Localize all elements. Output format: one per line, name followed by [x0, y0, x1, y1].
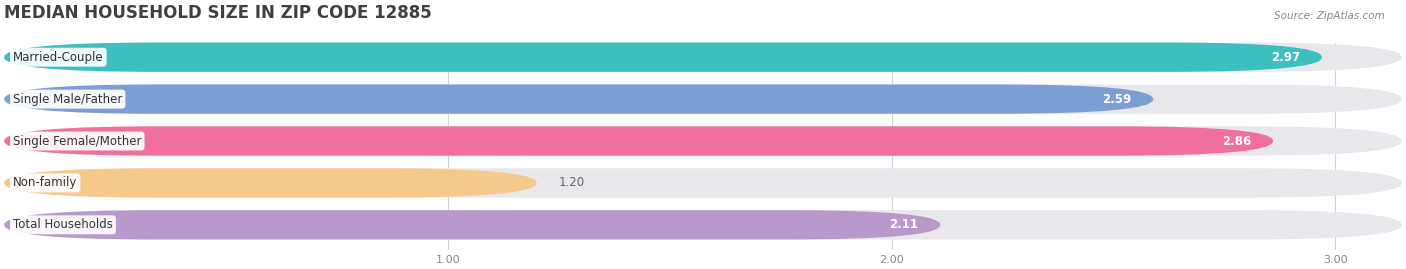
- FancyBboxPatch shape: [4, 126, 1274, 156]
- Text: 2.59: 2.59: [1102, 93, 1132, 106]
- Text: Married-Couple: Married-Couple: [13, 51, 104, 64]
- Text: Single Male/Father: Single Male/Father: [13, 93, 122, 106]
- Text: Total Households: Total Households: [13, 218, 112, 231]
- Text: Single Female/Mother: Single Female/Mother: [13, 134, 142, 147]
- FancyBboxPatch shape: [4, 84, 1402, 114]
- FancyBboxPatch shape: [4, 210, 1402, 239]
- Text: 2.11: 2.11: [889, 218, 918, 231]
- FancyBboxPatch shape: [4, 168, 537, 198]
- Text: 2.97: 2.97: [1271, 51, 1299, 64]
- FancyBboxPatch shape: [4, 84, 1153, 114]
- Text: 2.86: 2.86: [1222, 134, 1251, 147]
- Text: 1.20: 1.20: [558, 176, 585, 189]
- FancyBboxPatch shape: [4, 43, 1322, 72]
- FancyBboxPatch shape: [4, 168, 1402, 198]
- Text: Source: ZipAtlas.com: Source: ZipAtlas.com: [1274, 11, 1385, 21]
- FancyBboxPatch shape: [4, 210, 941, 239]
- FancyBboxPatch shape: [4, 126, 1402, 156]
- Text: Non-family: Non-family: [13, 176, 77, 189]
- FancyBboxPatch shape: [4, 43, 1402, 72]
- Text: MEDIAN HOUSEHOLD SIZE IN ZIP CODE 12885: MEDIAN HOUSEHOLD SIZE IN ZIP CODE 12885: [4, 4, 432, 22]
